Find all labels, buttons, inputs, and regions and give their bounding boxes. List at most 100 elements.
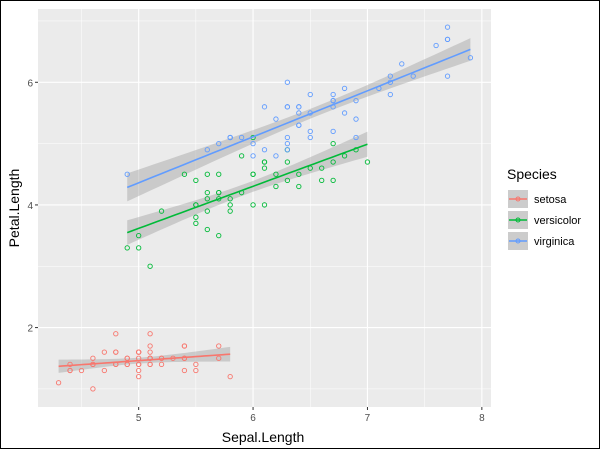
point-setosa (227, 373, 233, 380)
point-versicolor (238, 153, 245, 159)
point-virginica (273, 116, 279, 122)
point-virginica (227, 134, 233, 141)
point-versicolor (273, 171, 279, 177)
point-versicolor (330, 159, 336, 165)
point-virginica (341, 110, 348, 116)
point-versicolor (193, 177, 199, 184)
point-versicolor (319, 177, 325, 184)
point-virginica (284, 104, 291, 110)
point-setosa (216, 343, 222, 349)
point-setosa (147, 343, 153, 349)
point-virginica (307, 91, 313, 98)
point-versicolor (204, 196, 210, 202)
point-virginica (330, 91, 336, 98)
point-versicolor (204, 190, 210, 196)
y-tick-label: 2 (27, 324, 33, 335)
point-virginica (296, 122, 302, 128)
point-virginica (387, 91, 393, 98)
point-versicolor (136, 232, 142, 239)
point-virginica (284, 140, 291, 147)
point-versicolor (261, 202, 268, 208)
point-virginica (399, 61, 405, 67)
point-setosa (158, 361, 165, 368)
point-setosa (136, 361, 142, 368)
point-setosa (67, 367, 73, 374)
regression-line-virginica (126, 48, 471, 189)
point-versicolor (204, 171, 210, 177)
point-setosa (90, 355, 96, 361)
point-setosa (101, 349, 107, 355)
point-versicolor (341, 153, 348, 159)
regression-line-versicolor (126, 143, 368, 234)
gridlines (38, 9, 491, 407)
point-setosa (113, 331, 119, 337)
point-setosa (147, 349, 153, 355)
point-virginica (284, 147, 291, 153)
point-virginica (444, 24, 451, 30)
legend-point-virginica (515, 238, 521, 244)
point-versicolor (227, 208, 233, 214)
legend-point-setosa (515, 196, 521, 202)
point-versicolor (330, 140, 336, 147)
point-versicolor (296, 183, 302, 190)
point-setosa (78, 367, 85, 374)
x-tick-label: 8 (479, 413, 485, 424)
point-virginica (261, 104, 268, 110)
point-setosa (147, 361, 153, 368)
point-versicolor (261, 159, 268, 165)
point-versicolor (136, 245, 142, 251)
point-versicolor (227, 202, 233, 208)
y-tick-label: 6 (27, 78, 33, 89)
y-tick-label: 4 (27, 201, 33, 212)
point-virginica (330, 98, 336, 104)
point-versicolor (250, 171, 256, 177)
point-virginica (307, 134, 313, 141)
point-virginica (387, 73, 393, 79)
confidence-band-virginica (127, 38, 471, 202)
point-versicolor (204, 226, 210, 233)
point-versicolor (284, 159, 291, 165)
point-virginica (250, 153, 256, 159)
point-setosa (67, 361, 73, 368)
points (55, 24, 474, 392)
legend: Species setosa versicolor virginica (507, 166, 581, 250)
regression-lines (58, 48, 471, 368)
x-tick-label: 6 (250, 413, 256, 424)
point-setosa (193, 367, 199, 374)
legend-title: Species (507, 166, 557, 182)
point-virginica (353, 116, 359, 122)
point-versicolor (296, 171, 302, 177)
point-virginica (238, 134, 245, 141)
point-versicolor (193, 220, 199, 226)
point-versicolor (124, 245, 130, 251)
x-axis-label: Sepal.Length (222, 429, 305, 445)
point-setosa (193, 361, 199, 368)
point-virginica (124, 171, 130, 177)
legend-label-setosa: setosa (534, 194, 567, 206)
point-versicolor (319, 165, 325, 171)
point-setosa (181, 343, 188, 349)
point-virginica (410, 73, 416, 79)
legend-label-versicolor: versicolor (534, 215, 581, 227)
point-virginica (433, 42, 439, 49)
point-versicolor (216, 232, 222, 239)
point-virginica (330, 128, 336, 134)
point-virginica (353, 98, 359, 104)
legend-point-versicolor (515, 217, 521, 223)
point-setosa (216, 355, 222, 361)
point-setosa (181, 367, 188, 374)
axes: 5 6 7 8 2 4 6 (27, 78, 485, 424)
point-setosa (101, 367, 107, 374)
point-setosa (147, 331, 153, 337)
x-tick-label: 7 (365, 413, 371, 424)
point-versicolor (181, 171, 188, 177)
point-setosa (136, 367, 142, 374)
point-versicolor (364, 159, 371, 165)
point-versicolor (284, 177, 291, 184)
point-virginica (444, 73, 451, 79)
point-versicolor (330, 177, 336, 184)
point-virginica (296, 104, 302, 110)
point-setosa (136, 349, 142, 355)
point-virginica (284, 79, 291, 85)
